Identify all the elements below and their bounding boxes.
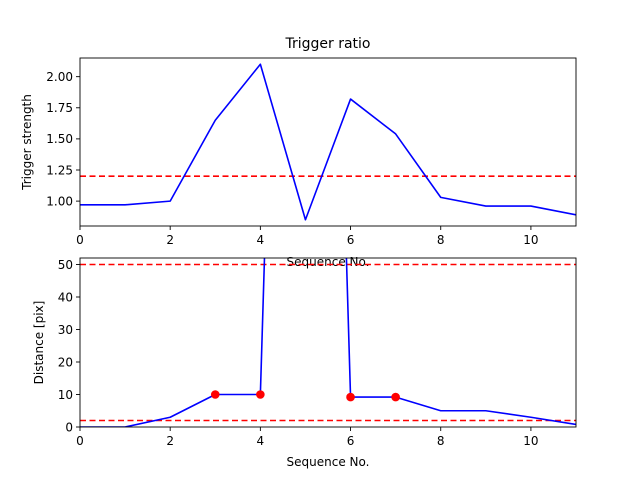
x-tick-label: 0 bbox=[76, 233, 84, 247]
axes-frame bbox=[79, 57, 577, 227]
y-tick-label: 30 bbox=[58, 323, 73, 337]
x-tick-label: 2 bbox=[166, 434, 174, 448]
y-tick-label: 2.00 bbox=[46, 70, 73, 84]
x-tick-label: 8 bbox=[437, 434, 445, 448]
x-tick-label: 6 bbox=[347, 434, 355, 448]
plot-area bbox=[80, 63, 576, 221]
axes-frame bbox=[79, 257, 577, 428]
y-tick-label: 20 bbox=[58, 355, 73, 369]
marker-point bbox=[210, 390, 220, 399]
y-tick-label: 10 bbox=[58, 388, 73, 402]
series-line-0 bbox=[80, 63, 576, 221]
chart-title: Trigger ratio bbox=[284, 36, 370, 52]
x-tick-label: 0 bbox=[76, 434, 84, 448]
y-tick-label: 0 bbox=[65, 420, 73, 434]
y-tick-label: 1.25 bbox=[46, 163, 73, 177]
y-tick-label: 1.00 bbox=[46, 194, 73, 208]
x-tick-label: 4 bbox=[257, 233, 265, 247]
x-tick-label: 4 bbox=[257, 434, 265, 448]
marker-point bbox=[391, 392, 400, 402]
x-tick-label: 10 bbox=[523, 434, 538, 448]
x-tick-label: 10 bbox=[523, 233, 538, 247]
marker-point bbox=[346, 392, 355, 402]
y-axis-label: Trigger strength bbox=[20, 94, 34, 191]
series-line-0 bbox=[80, 258, 576, 427]
x-tick-label: 6 bbox=[347, 233, 355, 247]
x-tick-label: 2 bbox=[166, 233, 174, 247]
y-tick-label: 40 bbox=[58, 290, 73, 304]
x-axis-label: Sequence No. bbox=[287, 455, 370, 469]
distance-chart: 0 2 4 6 8 10 0 10 20 30 40 50 Sequence No. Distance [… bbox=[32, 257, 577, 469]
trigger-ratio-chart: 0 2 4 6 8 10 1.00 1.25 1.50 1.75 2.00 Trigger ratio… bbox=[20, 36, 577, 269]
plot-area bbox=[80, 258, 576, 427]
y-tick-label: 1.50 bbox=[46, 132, 73, 146]
y-axis-label: Distance [pix] bbox=[32, 301, 46, 385]
y-tick-label: 1.75 bbox=[46, 101, 73, 115]
x-axis-label: Sequence No. bbox=[287, 255, 370, 269]
x-tick-label: 8 bbox=[437, 233, 445, 247]
y-tick-label: 50 bbox=[58, 258, 73, 272]
marker-point bbox=[256, 390, 265, 399]
